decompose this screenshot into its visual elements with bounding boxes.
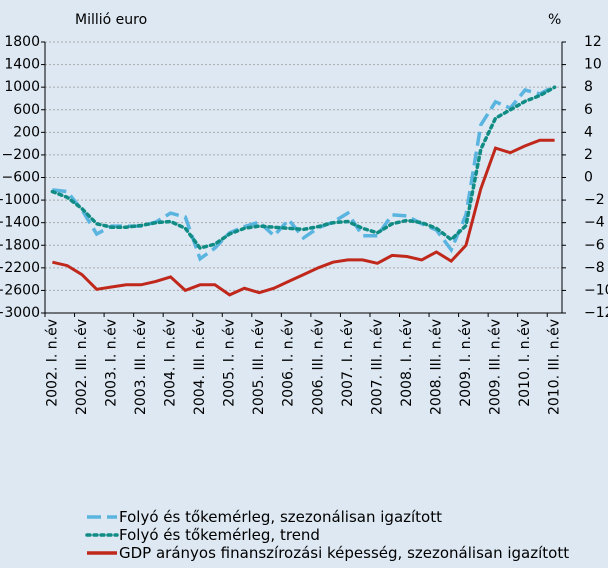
- series-line: [52, 84, 556, 262]
- y2-axis-title: %: [548, 12, 561, 28]
- series-line: [52, 138, 555, 297]
- y-tick-label: −600: [2, 170, 40, 186]
- y-tick-label: 1000: [4, 79, 40, 95]
- x-tick-label: 2006. I. n.év: [281, 319, 297, 407]
- y-tick-label: −1400: [0, 215, 40, 231]
- x-tick-label: 2002. III. n.év: [74, 319, 90, 415]
- y-tick-label: −1000: [0, 192, 40, 208]
- y-tick-label: −2200: [0, 260, 40, 276]
- x-tick-label: 2004. III. n.év: [192, 319, 208, 415]
- y2-tick-label: −6: [584, 237, 605, 253]
- x-tick-label: 2010. I. n.év: [517, 319, 533, 407]
- y2-tick-label: 0: [584, 170, 593, 186]
- x-tick-label: 2005. I. n.év: [222, 319, 238, 407]
- y2-tick-label: 10: [584, 57, 602, 73]
- y-axis-title: Millió euro: [75, 12, 147, 28]
- x-tick-label: 2005. III. n.év: [251, 319, 267, 415]
- y2-tick-label: 2: [584, 147, 593, 163]
- y2-tick-label: 6: [584, 102, 593, 118]
- legend-marker: [85, 533, 119, 537]
- plot: Millió euro % 1800 1400 1000 600 200 −200 −600…: [0, 12, 608, 415]
- y-tick-label: 1400: [4, 57, 40, 73]
- y-tick-label: −1800: [0, 237, 40, 253]
- series-line: [50, 85, 557, 251]
- y-tick-label: −200: [2, 147, 40, 163]
- x-tick-label: 2008. III. n.év: [428, 319, 444, 415]
- y2-tick-label: 12: [584, 34, 602, 50]
- x-tick-label: 2002. I. n.év: [44, 319, 60, 407]
- legend-entry: Folyó és tőkemérleg, szezonálisan igazít…: [85, 508, 595, 526]
- y2-tick-label: −10: [584, 282, 608, 298]
- legend-marker: [87, 551, 117, 555]
- legend-entry: Folyó és tőkemérleg, trend: [85, 526, 595, 544]
- y2-tick-label: 8: [584, 79, 593, 95]
- legend-label: Folyó és tőkemérleg, szezonálisan igazít…: [119, 508, 442, 526]
- x-tick-label: 2009. III. n.év: [488, 319, 504, 415]
- y-tick-label: −2600: [0, 282, 40, 298]
- y-tick-label: 200: [13, 124, 40, 140]
- x-tick-label: 2010. III. n.év: [547, 319, 563, 415]
- y-tick-label: −3000: [0, 305, 40, 321]
- y2-tick-label: −12: [584, 305, 608, 321]
- y2-tick-label: −2: [584, 192, 605, 208]
- x-tick-label: 2003. I. n.év: [103, 319, 119, 407]
- y2-tick-label: −8: [584, 260, 605, 276]
- y2-tick-label: −4: [584, 215, 605, 231]
- x-tick-label: 2008. I. n.év: [399, 319, 415, 407]
- y2-tick-label: 4: [584, 124, 593, 140]
- x-tick-label: 2004. I. n.év: [163, 319, 179, 407]
- legend-marker: [87, 515, 117, 519]
- x-tick-label: 2006. III. n.év: [310, 319, 326, 415]
- legend-label: GDP arányos finanszírozási képesség, sze…: [119, 544, 570, 562]
- legend-entry: GDP arányos finanszírozási képesség, sze…: [85, 544, 595, 562]
- y-tick-label: 1800: [4, 34, 40, 50]
- y-tick-label: 600: [13, 102, 40, 118]
- x-tick-label: 2003. III. n.év: [133, 319, 149, 415]
- x-tick-label: 2007. I. n.év: [340, 319, 356, 407]
- x-tick-label: 2009. I. n.év: [458, 319, 474, 407]
- legend: Folyó és tőkemérleg, szezonálisan igazít…: [85, 508, 595, 562]
- x-tick-label: 2007. III. n.év: [369, 319, 385, 415]
- legend-label: Folyó és tőkemérleg, trend: [119, 526, 320, 544]
